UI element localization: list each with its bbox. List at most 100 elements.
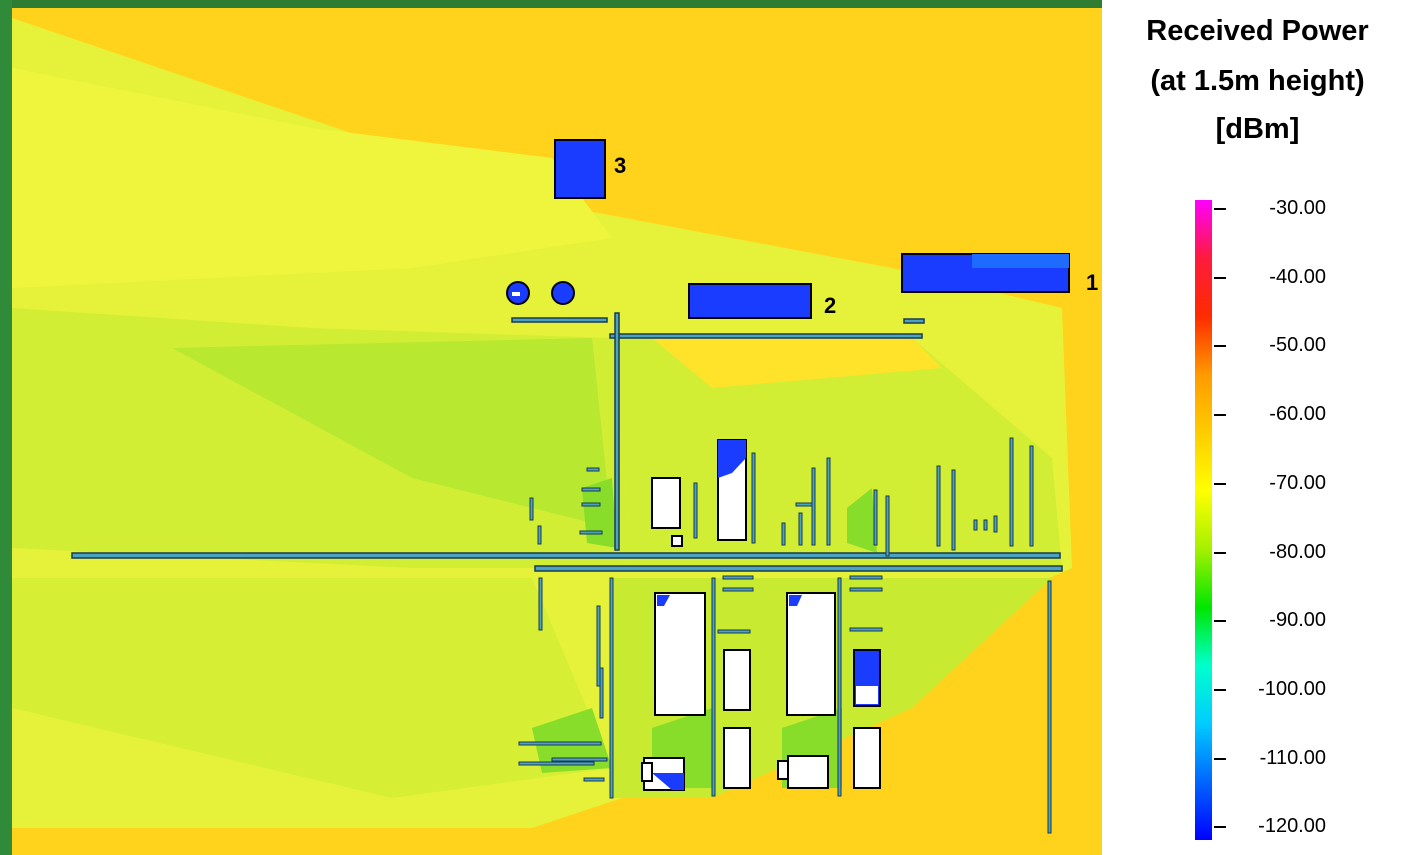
legend-tick-mark xyxy=(1214,688,1226,691)
building-3[interactable] xyxy=(554,139,606,199)
wall xyxy=(717,629,751,634)
legend-tick-label: -110.00 xyxy=(1259,746,1326,769)
wall xyxy=(795,502,813,507)
legend-tick-label: -70.00 xyxy=(1269,471,1326,494)
wall xyxy=(951,469,956,551)
legend-title-line-1: Received Power xyxy=(1146,15,1369,47)
wall xyxy=(518,761,595,766)
wall xyxy=(511,317,608,323)
wall xyxy=(534,565,1063,572)
building-shadow xyxy=(657,595,670,606)
legend-title-line-3: [dBm] xyxy=(1215,113,1300,145)
wall xyxy=(973,519,978,531)
legend-tick-label: -40.00 xyxy=(1269,265,1326,288)
wall xyxy=(885,495,890,557)
legend-tick-mark xyxy=(1214,482,1226,485)
wall xyxy=(1029,445,1034,547)
wall xyxy=(826,457,831,546)
wall xyxy=(811,467,816,546)
legend-tick-mark xyxy=(1214,757,1226,760)
coverage-zone-lower xyxy=(12,578,612,798)
wall xyxy=(581,487,601,492)
building-shadow xyxy=(789,595,802,606)
wall xyxy=(837,577,842,797)
wall xyxy=(71,552,1061,559)
building-pad xyxy=(641,762,653,782)
building[interactable] xyxy=(651,477,681,529)
building-pad xyxy=(777,760,789,780)
building-shadow xyxy=(718,440,746,478)
legend-tick-label: -90.00 xyxy=(1269,609,1326,632)
shadow-spot xyxy=(532,708,612,773)
coverage-zone-ridge xyxy=(652,338,942,388)
wall xyxy=(579,530,603,535)
wall xyxy=(849,575,883,580)
wall xyxy=(751,452,756,544)
wall xyxy=(586,467,600,472)
wall xyxy=(873,489,878,546)
building-shadow xyxy=(652,773,684,790)
legend-tick-label: -30.00 xyxy=(1269,197,1326,219)
wall xyxy=(614,312,620,551)
legend-tick-label: -120.00 xyxy=(1258,815,1326,838)
wall xyxy=(581,502,601,507)
building[interactable] xyxy=(723,649,751,711)
wall xyxy=(849,627,883,632)
wall xyxy=(537,525,542,545)
wall xyxy=(583,777,605,782)
wall xyxy=(722,587,754,592)
coverage-zone-green xyxy=(172,338,612,528)
wall xyxy=(722,575,754,580)
wall xyxy=(781,522,786,546)
legend-tick-label: -60.00 xyxy=(1269,403,1326,426)
building[interactable] xyxy=(786,592,836,716)
legend-tick-label: -50.00 xyxy=(1269,334,1326,357)
wall xyxy=(693,482,698,539)
wall xyxy=(551,757,608,762)
tank-marker xyxy=(512,292,520,296)
legend-panel xyxy=(1102,0,1413,855)
wall xyxy=(1047,580,1052,834)
building-lit xyxy=(856,686,878,704)
tank[interactable] xyxy=(551,281,575,305)
wall xyxy=(609,577,614,799)
wall xyxy=(903,318,925,324)
legend-tick-label: -100.00 xyxy=(1258,677,1326,700)
legend-tick-mark xyxy=(1214,826,1226,829)
legend-tick-mark xyxy=(1214,208,1226,210)
legend-tick-mark xyxy=(1214,551,1226,554)
coverage-map[interactable]: 1 2 3 xyxy=(12,8,1102,855)
building[interactable] xyxy=(654,592,706,716)
wall xyxy=(798,512,803,546)
wall xyxy=(538,577,543,631)
shadow-spot xyxy=(847,488,877,553)
building-2[interactable] xyxy=(688,283,812,319)
wall xyxy=(609,333,923,339)
building-1-lit xyxy=(972,254,1069,268)
building[interactable] xyxy=(787,755,829,789)
legend-tick-mark xyxy=(1214,620,1226,623)
legend-title-line-2: (at 1.5m height) xyxy=(1150,65,1365,97)
wall xyxy=(529,497,534,521)
legend-tick-label: -80.00 xyxy=(1269,540,1326,563)
legend-tick-mark xyxy=(1214,345,1226,348)
wall xyxy=(983,519,988,531)
wall xyxy=(1009,437,1014,547)
wall xyxy=(518,741,602,746)
building-3-label: 3 xyxy=(614,153,626,178)
coverage-zone-upper xyxy=(12,68,612,288)
wall xyxy=(849,587,883,592)
legend-tick-mark xyxy=(1214,276,1226,279)
wall xyxy=(936,465,941,547)
legend-tick-mark xyxy=(1214,414,1226,417)
legend-colorbar xyxy=(1195,200,1212,840)
building[interactable] xyxy=(671,535,683,547)
wall xyxy=(596,605,601,687)
building[interactable] xyxy=(853,727,881,789)
wall xyxy=(711,577,716,797)
wall xyxy=(599,667,604,719)
building[interactable] xyxy=(723,727,751,789)
wall xyxy=(993,515,998,533)
building-2-label: 2 xyxy=(824,293,836,318)
building-1-label: 1 xyxy=(1086,270,1098,295)
